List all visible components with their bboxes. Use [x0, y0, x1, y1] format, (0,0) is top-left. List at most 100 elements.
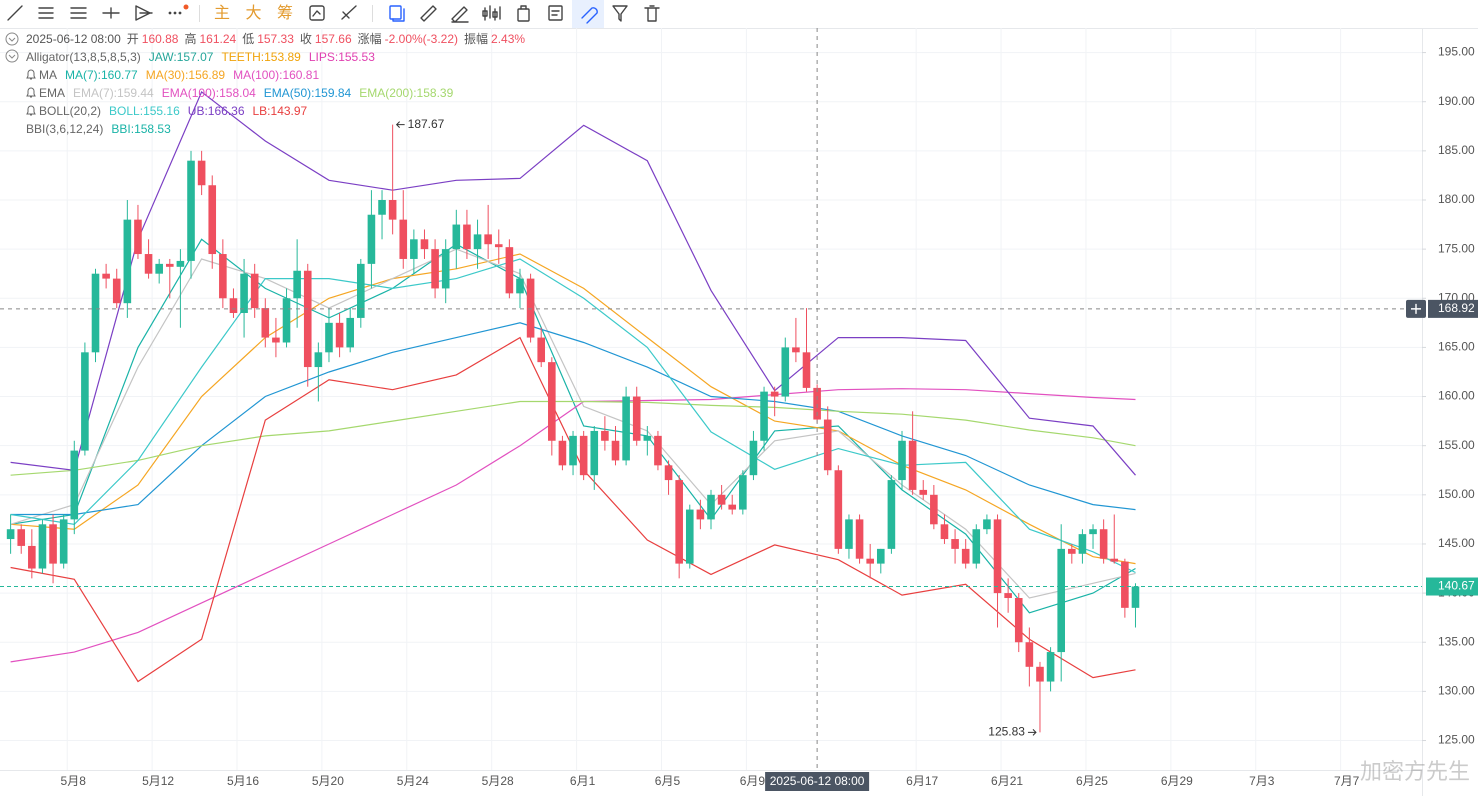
indicator-value: 158.39: [417, 86, 454, 100]
candle-body: [28, 545, 36, 569]
alert-icon[interactable]: [26, 69, 36, 80]
tool-icon[interactable]: [451, 6, 469, 23]
toolbar-button[interactable]: 大: [245, 4, 261, 22]
collapse-icon[interactable]: [5, 32, 19, 46]
candle-body: [813, 387, 821, 420]
alert-icon[interactable]: [26, 87, 36, 98]
crosshair-price-label: 168.92: [1438, 301, 1475, 315]
toolbar-button[interactable]: 筹: [277, 4, 293, 22]
candle-body: [601, 430, 609, 441]
candle-body: [112, 278, 121, 304]
header-value: -2.00%(-3.22): [385, 32, 458, 46]
indicator-name: EMA: [39, 86, 65, 100]
candle-body: [802, 352, 811, 388]
indicator-label: BBI:: [111, 122, 134, 136]
tool-icon[interactable]: [102, 7, 120, 19]
y-tick-label: 180.00: [1438, 192, 1475, 206]
tool-icon[interactable]: [612, 5, 628, 22]
tool-icon[interactable]: [482, 5, 501, 21]
y-tick-label: 165.00: [1438, 340, 1475, 354]
tool-icon[interactable]: [38, 7, 54, 19]
candle-body: [176, 260, 185, 267]
tool-icon[interactable]: [548, 5, 563, 21]
candle-body: [855, 519, 864, 559]
candle-body: [463, 224, 471, 250]
x-tick-label: 5月20: [312, 774, 344, 788]
candle-body: [770, 391, 779, 397]
header-label: 涨幅: [358, 31, 382, 46]
candle-body: [1131, 586, 1140, 608]
candle-body: [123, 219, 132, 304]
tool-icon[interactable]: [389, 5, 405, 22]
candle-body: [611, 440, 620, 461]
candle-body: [240, 273, 248, 314]
header-label: 开: [127, 32, 139, 46]
tool-icon[interactable]: [644, 5, 660, 22]
tool-highlight: [572, 0, 604, 28]
candle-body: [293, 270, 301, 299]
tool-icon[interactable]: [309, 5, 325, 21]
indicator-value: 153.89: [264, 50, 301, 64]
indicator-label: MA(30):: [146, 68, 189, 82]
indicator-line: [10, 258, 1136, 574]
y-tick-label: 155.00: [1438, 438, 1475, 452]
candle-body: [1110, 558, 1119, 562]
indicator-value: 160.81: [282, 68, 319, 82]
toolbar-button[interactable]: 主: [214, 4, 230, 22]
candle-body: [845, 519, 853, 549]
tool-icon[interactable]: [70, 7, 87, 19]
tool-icon[interactable]: [168, 4, 189, 15]
tool-icon[interactable]: [341, 5, 357, 20]
candle-body: [208, 185, 217, 255]
tool-icon[interactable]: [135, 5, 153, 21]
legend-row: BOLL(20,2) BOLL:155.16 UB:166.36 LB:143.97: [39, 104, 308, 118]
indicator-value: 155.16: [143, 104, 180, 118]
candle-body: [219, 254, 227, 299]
header-value: 157.33: [257, 32, 294, 46]
candle-body: [908, 440, 917, 490]
candle-body: [654, 435, 662, 466]
tool-icon[interactable]: [517, 5, 530, 22]
indicator-label: LIPS:: [309, 50, 338, 64]
legend: 2025-06-12 08:00 开 160.88 高 161.24 低 157.33 收 15…: [5, 31, 525, 136]
y-tick-label: 135.00: [1438, 634, 1475, 648]
x-tick-label: 5月24: [397, 774, 429, 788]
candle-body: [707, 494, 715, 520]
tool-icon[interactable]: [581, 7, 598, 24]
candle-body: [537, 337, 546, 363]
collapse-icon[interactable]: [5, 49, 19, 63]
x-tick-label: 5月8: [61, 774, 87, 788]
candle-body: [91, 273, 100, 353]
legend-row: Alligator(13,8,5,8,5,3) JAW:157.07 TEETH:1…: [26, 50, 375, 64]
y-tick-label: 130.00: [1438, 684, 1475, 698]
indicator-name: BBI(3,6,12,24): [26, 122, 103, 136]
candle-body: [6, 529, 15, 540]
candle-body: [685, 509, 694, 564]
candle-body: [558, 440, 567, 466]
candle-body: [760, 391, 768, 441]
header-label: 高: [184, 31, 196, 46]
alert-icon[interactable]: [26, 105, 36, 116]
last-price-label: 140.67: [1438, 579, 1475, 593]
header-label: 振幅: [464, 31, 488, 46]
candle-body: [717, 494, 726, 505]
legend-header: 2025-06-12 08:00 开 160.88 高 161.24 低 157.33 收 15…: [26, 31, 525, 46]
header-value: 161.24: [199, 32, 236, 46]
candle-body: [346, 317, 354, 348]
tool-icon[interactable]: [7, 5, 23, 21]
tool-icon[interactable]: [420, 5, 437, 22]
watermark: 加密方先生: [1360, 759, 1470, 784]
header-value: 2.43%: [491, 32, 525, 46]
candle-body: [1014, 598, 1023, 643]
candle-body: [272, 337, 280, 343]
high-arrow: [395, 121, 405, 128]
candle-body: [187, 160, 195, 261]
candle-body: [834, 470, 843, 549]
candle-body: [70, 450, 79, 520]
y-tick-label: 150.00: [1438, 487, 1475, 501]
candle-body: [983, 519, 991, 530]
candle-body: [876, 548, 885, 564]
x-tick-label: 6月25: [1076, 774, 1108, 788]
candle-body: [887, 480, 896, 549]
